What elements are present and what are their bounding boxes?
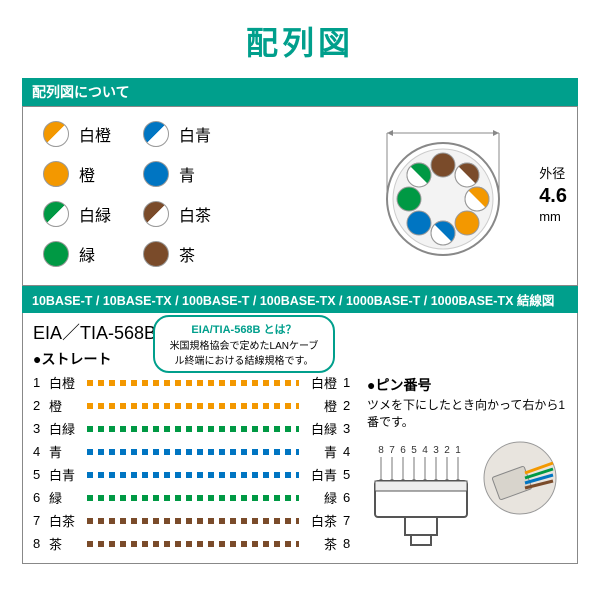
legend-item: 白青 [143, 121, 211, 147]
rj45-connector-diagram: 87654321 [367, 441, 477, 551]
pin-number-label: ●ピン番号 [367, 375, 567, 395]
wiring-band: 10BASE-T / 10BASE-TX / 100BASE-T / 100BA… [22, 286, 578, 313]
rj45-photo [483, 441, 558, 516]
wiring-row: 5白青白青5 [33, 465, 353, 484]
legend-item: 橙 [43, 161, 111, 187]
diameter-label: 外径 4.6 mm [539, 166, 567, 226]
svg-text:6: 6 [400, 445, 406, 456]
svg-text:2: 2 [444, 445, 450, 456]
legend-item: 茶 [143, 241, 211, 267]
wiring-box: EIA／TIA-568B ●ストレート 1白橙白橙12橙橙23白緑白緑34青青4… [22, 313, 578, 564]
legend-label: 青 [179, 162, 195, 186]
legend-box: 白橙橙白緑緑 白青青白茶茶 外径 4.6 mm [22, 106, 578, 286]
svg-text:1: 1 [455, 445, 461, 456]
legend-item: 緑 [43, 241, 111, 267]
page-title: 配列図 [22, 18, 578, 64]
legend-label: 白緑 [79, 202, 111, 226]
wiring-row: 7白茶白茶7 [33, 511, 353, 530]
legend-label: 橙 [79, 162, 95, 186]
note-balloon: EIA/TIA-568B とは？ 米国規格協会で定めたLANケーブル終端における… [153, 315, 335, 373]
wiring-row: 8茶茶8 [33, 534, 353, 553]
legend-item: 白茶 [143, 201, 211, 227]
legend-item: 青 [143, 161, 211, 187]
legend-label: 白青 [179, 122, 211, 146]
wiring-row: 2橙橙2 [33, 396, 353, 415]
legend-label: 緑 [79, 242, 95, 266]
legend-heading: 配列図について [22, 78, 578, 106]
svg-text:7: 7 [389, 445, 395, 456]
legend-item: 白橙 [43, 121, 111, 147]
wiring-row: 1白橙白橙1 [33, 373, 353, 392]
legend-item: 白緑 [43, 201, 111, 227]
svg-text:5: 5 [411, 445, 417, 456]
wiring-row: 6緑緑6 [33, 488, 353, 507]
legend-label: 白橙 [79, 122, 111, 146]
svg-text:4: 4 [422, 445, 428, 456]
pin-number-desc: ツメを下にしたとき向かって右から1番です。 [367, 397, 567, 431]
wiring-row: 3白緑白緑3 [33, 419, 353, 438]
svg-text:8: 8 [378, 445, 384, 456]
cable-cross-section [373, 121, 533, 271]
svg-text:3: 3 [433, 445, 439, 456]
legend-label: 白茶 [179, 202, 211, 226]
wiring-row: 4青青4 [33, 442, 353, 461]
legend-label: 茶 [179, 242, 195, 266]
